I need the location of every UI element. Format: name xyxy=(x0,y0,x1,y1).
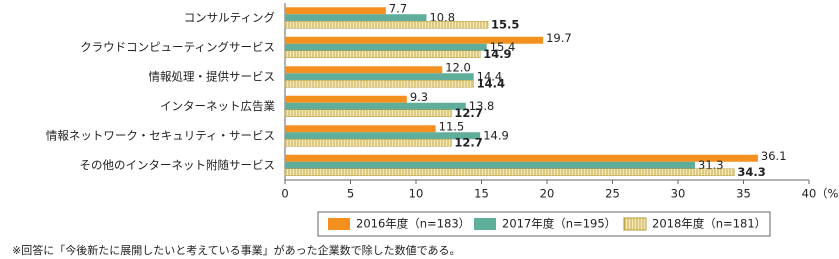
bar xyxy=(285,95,407,103)
x-tick-label: 5 xyxy=(347,187,354,201)
bar xyxy=(285,154,758,162)
bar xyxy=(285,73,474,81)
x-tick-label: 15 xyxy=(474,187,489,201)
legend-swatch xyxy=(623,217,647,231)
data-label: 15.4 xyxy=(490,40,516,54)
x-tick-label: 30 xyxy=(671,187,686,201)
data-label: 10.8 xyxy=(429,10,455,24)
data-label: 12.0 xyxy=(445,60,471,74)
bar xyxy=(284,21,489,29)
x-tick-label: 10 xyxy=(409,187,424,201)
category-label: その他のインターネット附随サービス xyxy=(80,158,276,172)
bar xyxy=(284,80,474,88)
data-label: 13.8 xyxy=(469,99,495,113)
data-label: 14.9 xyxy=(483,47,511,61)
x-tick-label: 40 xyxy=(802,187,817,201)
bar xyxy=(285,161,696,169)
data-label: 7.7 xyxy=(389,1,407,15)
data-label: 9.3 xyxy=(410,90,428,104)
x-tick-label: 35 xyxy=(736,187,751,201)
x-tick-label: 0 xyxy=(281,187,288,201)
legend-label: 2016年度（n=183） xyxy=(356,217,470,231)
category-label: 情報処理・提供サービス xyxy=(149,69,276,83)
bar xyxy=(284,168,735,176)
data-label: 14.4 xyxy=(477,76,505,90)
bar xyxy=(285,7,386,15)
legend-swatch xyxy=(328,218,350,230)
category-label: コンサルティング xyxy=(184,10,276,24)
bar xyxy=(285,132,481,140)
data-label: 36.1 xyxy=(761,149,787,163)
legend-swatch xyxy=(474,218,496,230)
data-label: 19.7 xyxy=(546,31,572,45)
bar xyxy=(285,66,443,74)
data-label: 12.7 xyxy=(454,106,482,120)
data-label: 15.5 xyxy=(491,17,519,31)
bar xyxy=(285,125,436,133)
data-label: 11.5 xyxy=(439,119,465,133)
legend-box xyxy=(317,211,771,237)
bar xyxy=(284,109,452,117)
bar xyxy=(284,50,481,58)
bar xyxy=(285,43,487,51)
bar xyxy=(285,14,427,22)
data-label: 34.3 xyxy=(737,165,765,179)
x-tick-label: 25 xyxy=(605,187,620,201)
bar xyxy=(285,36,544,44)
data-label: 14.9 xyxy=(483,128,509,142)
category-label: インターネット広告業 xyxy=(160,99,275,113)
footnote: ※回答に「今後新たに展開したいと考えている事業」があった企業数で除した数値である… xyxy=(12,243,461,257)
category-label: 情報ネットワーク・セキュリティ・サービス xyxy=(46,128,275,142)
x-unit: （%） xyxy=(816,187,839,201)
bar xyxy=(285,102,466,110)
bar xyxy=(284,139,452,147)
x-tick-label: 20 xyxy=(540,187,555,201)
legend-label: 2017年度（n=195） xyxy=(502,217,616,231)
data-label: 31.3 xyxy=(698,158,724,172)
category-label: クラウドコンピューティングサービス xyxy=(80,40,275,54)
data-label: 12.7 xyxy=(454,135,482,149)
data-label: 14.4 xyxy=(477,69,503,83)
legend-label: 2018年度（n=181） xyxy=(652,217,766,231)
